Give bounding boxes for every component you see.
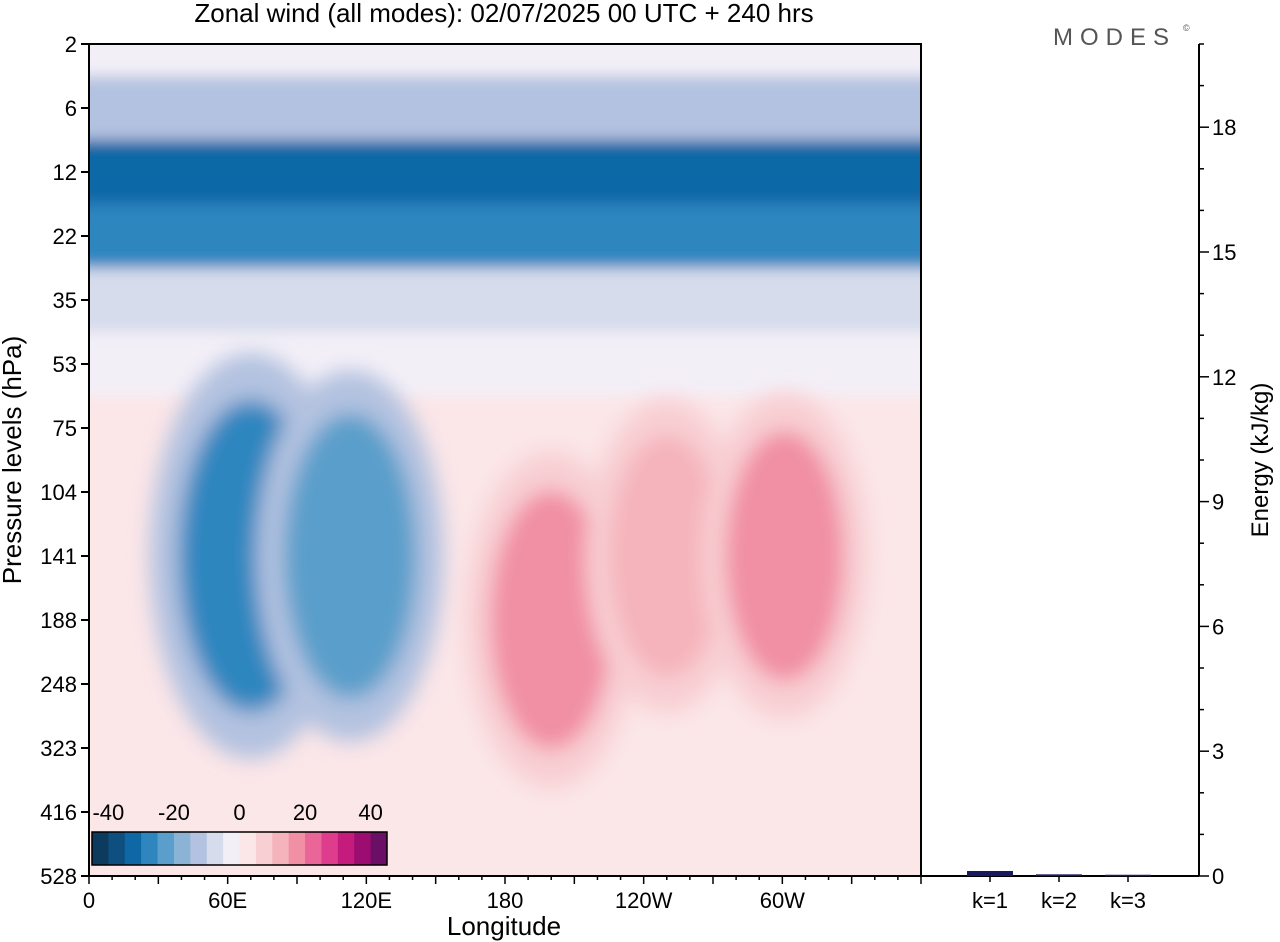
wind-band-2	[89, 44, 921, 78]
energy-axis-label: Energy (kJ/kg)	[1247, 383, 1274, 538]
pressure-tick-label: 12	[53, 160, 77, 185]
longitude-tick-label: 60E	[208, 888, 247, 913]
colorbar-swatch	[190, 832, 208, 865]
pressure-tick-label: 141	[40, 544, 77, 569]
pressure-tick-label: 528	[40, 864, 77, 889]
colorbar-swatch	[92, 832, 109, 865]
wavenumber-tick-label: k=3	[1110, 888, 1146, 913]
wind-band-35	[89, 268, 921, 334]
longitude-tick-label: 180	[487, 888, 524, 913]
colorbar-swatch	[370, 832, 388, 865]
pressure-tick-label: 248	[40, 672, 77, 697]
pressure-tick-label: 323	[40, 736, 77, 761]
pressure-axis: 2 6 12 22 35 53 75 104 141 188 248 323 416 528	[40, 32, 89, 889]
energy-tick-label: 9	[1212, 490, 1224, 515]
modes-logo: MODES ©	[1053, 23, 1190, 51]
wind-band-12	[89, 140, 921, 206]
pressure-tick-label: 53	[53, 352, 77, 377]
longitude-tick-label: 120E	[341, 888, 392, 913]
modes-logo-text: MODES	[1053, 24, 1176, 51]
longitude-axis: 0 60E 120E 180 120W 60W	[83, 876, 922, 913]
wind-blob	[609, 435, 725, 677]
wind-blobs	[149, 353, 868, 789]
longitude-tick-label: 0	[83, 888, 95, 913]
wind-blob	[490, 490, 613, 750]
heatmap-plot-area	[89, 44, 921, 876]
energy-bar-panel: 0 3 6 9 12 15 18 k=1 k=2 k=3 Energy (kJ/kg)	[921, 43, 1274, 913]
colorbar-swatch	[288, 832, 306, 865]
pressure-tick-label: 416	[40, 800, 77, 825]
wavenumber-axis: k=1 k=2 k=3	[972, 876, 1146, 913]
pressure-tick-label: 2	[65, 32, 77, 57]
pressure-tick-label: 75	[53, 416, 77, 441]
colorbar-frame	[91, 831, 388, 866]
pressure-tick-label: 104	[40, 480, 77, 505]
energy-bars	[967, 871, 1151, 877]
wind-band-6	[89, 76, 921, 142]
longitude-tick-label: 120W	[615, 888, 673, 913]
chart-title: Zonal wind (all modes): 02/07/2025 00 UT…	[194, 0, 813, 28]
colorbar: -40 -20 0 20 40	[91, 800, 388, 866]
pressure-tick-label: 35	[53, 288, 77, 313]
energy-axis: 0 3 6 9 12 15 18	[1199, 43, 1236, 889]
pressure-tick-label: 188	[40, 608, 77, 633]
colorbar-swatch	[173, 832, 191, 865]
wind-blob	[725, 430, 845, 682]
wavenumber-tick-label: k=2	[1041, 888, 1077, 913]
energy-bar	[967, 871, 1013, 876]
wavenumber-tick-label: k=1	[972, 888, 1008, 913]
energy-tick-label: 12	[1212, 365, 1236, 390]
pressure-tick-label: 6	[65, 96, 77, 121]
colorbar-tick-label: 0	[233, 800, 245, 825]
colorbar-swatch	[321, 832, 339, 865]
colorbar-tick-label: 20	[293, 800, 317, 825]
colorbar-tick-label: -40	[92, 800, 124, 825]
colorbar-swatch	[141, 832, 159, 865]
colorbar-swatch	[124, 832, 142, 865]
colorbar-swatch	[305, 832, 322, 865]
longitude-tick-label: 60W	[760, 888, 805, 913]
colorbar-swatch	[157, 832, 175, 865]
colorbar-tick-label: 40	[358, 800, 382, 825]
colorbar-swatch	[223, 832, 240, 865]
colorbar-swatch	[272, 832, 290, 865]
longitude-axis-label: Longitude	[447, 911, 561, 941]
energy-tick-label: 15	[1212, 240, 1236, 265]
energy-tick-label: 18	[1212, 115, 1236, 140]
colorbar-swatch	[239, 832, 257, 865]
pressure-axis-label: Pressure levels (hPa)	[0, 336, 27, 585]
energy-tick-label: 6	[1212, 614, 1224, 639]
colorbar-swatch	[255, 832, 273, 865]
colorbar-tick-label: -20	[158, 800, 190, 825]
colorbar-swatch	[206, 832, 224, 865]
energy-bar	[1036, 874, 1082, 876]
colorbar-swatch	[354, 832, 372, 865]
colorbar-swatch	[108, 832, 126, 865]
energy-tick-label: 0	[1212, 864, 1224, 889]
pressure-tick-label: 22	[53, 224, 77, 249]
energy-bar	[1105, 874, 1151, 877]
wind-band-22	[89, 204, 921, 270]
modes-logo-mark: ©	[1183, 23, 1190, 33]
colorbar-swatch	[337, 832, 355, 865]
energy-tick-label: 3	[1212, 739, 1224, 764]
wind-blob	[283, 413, 417, 699]
